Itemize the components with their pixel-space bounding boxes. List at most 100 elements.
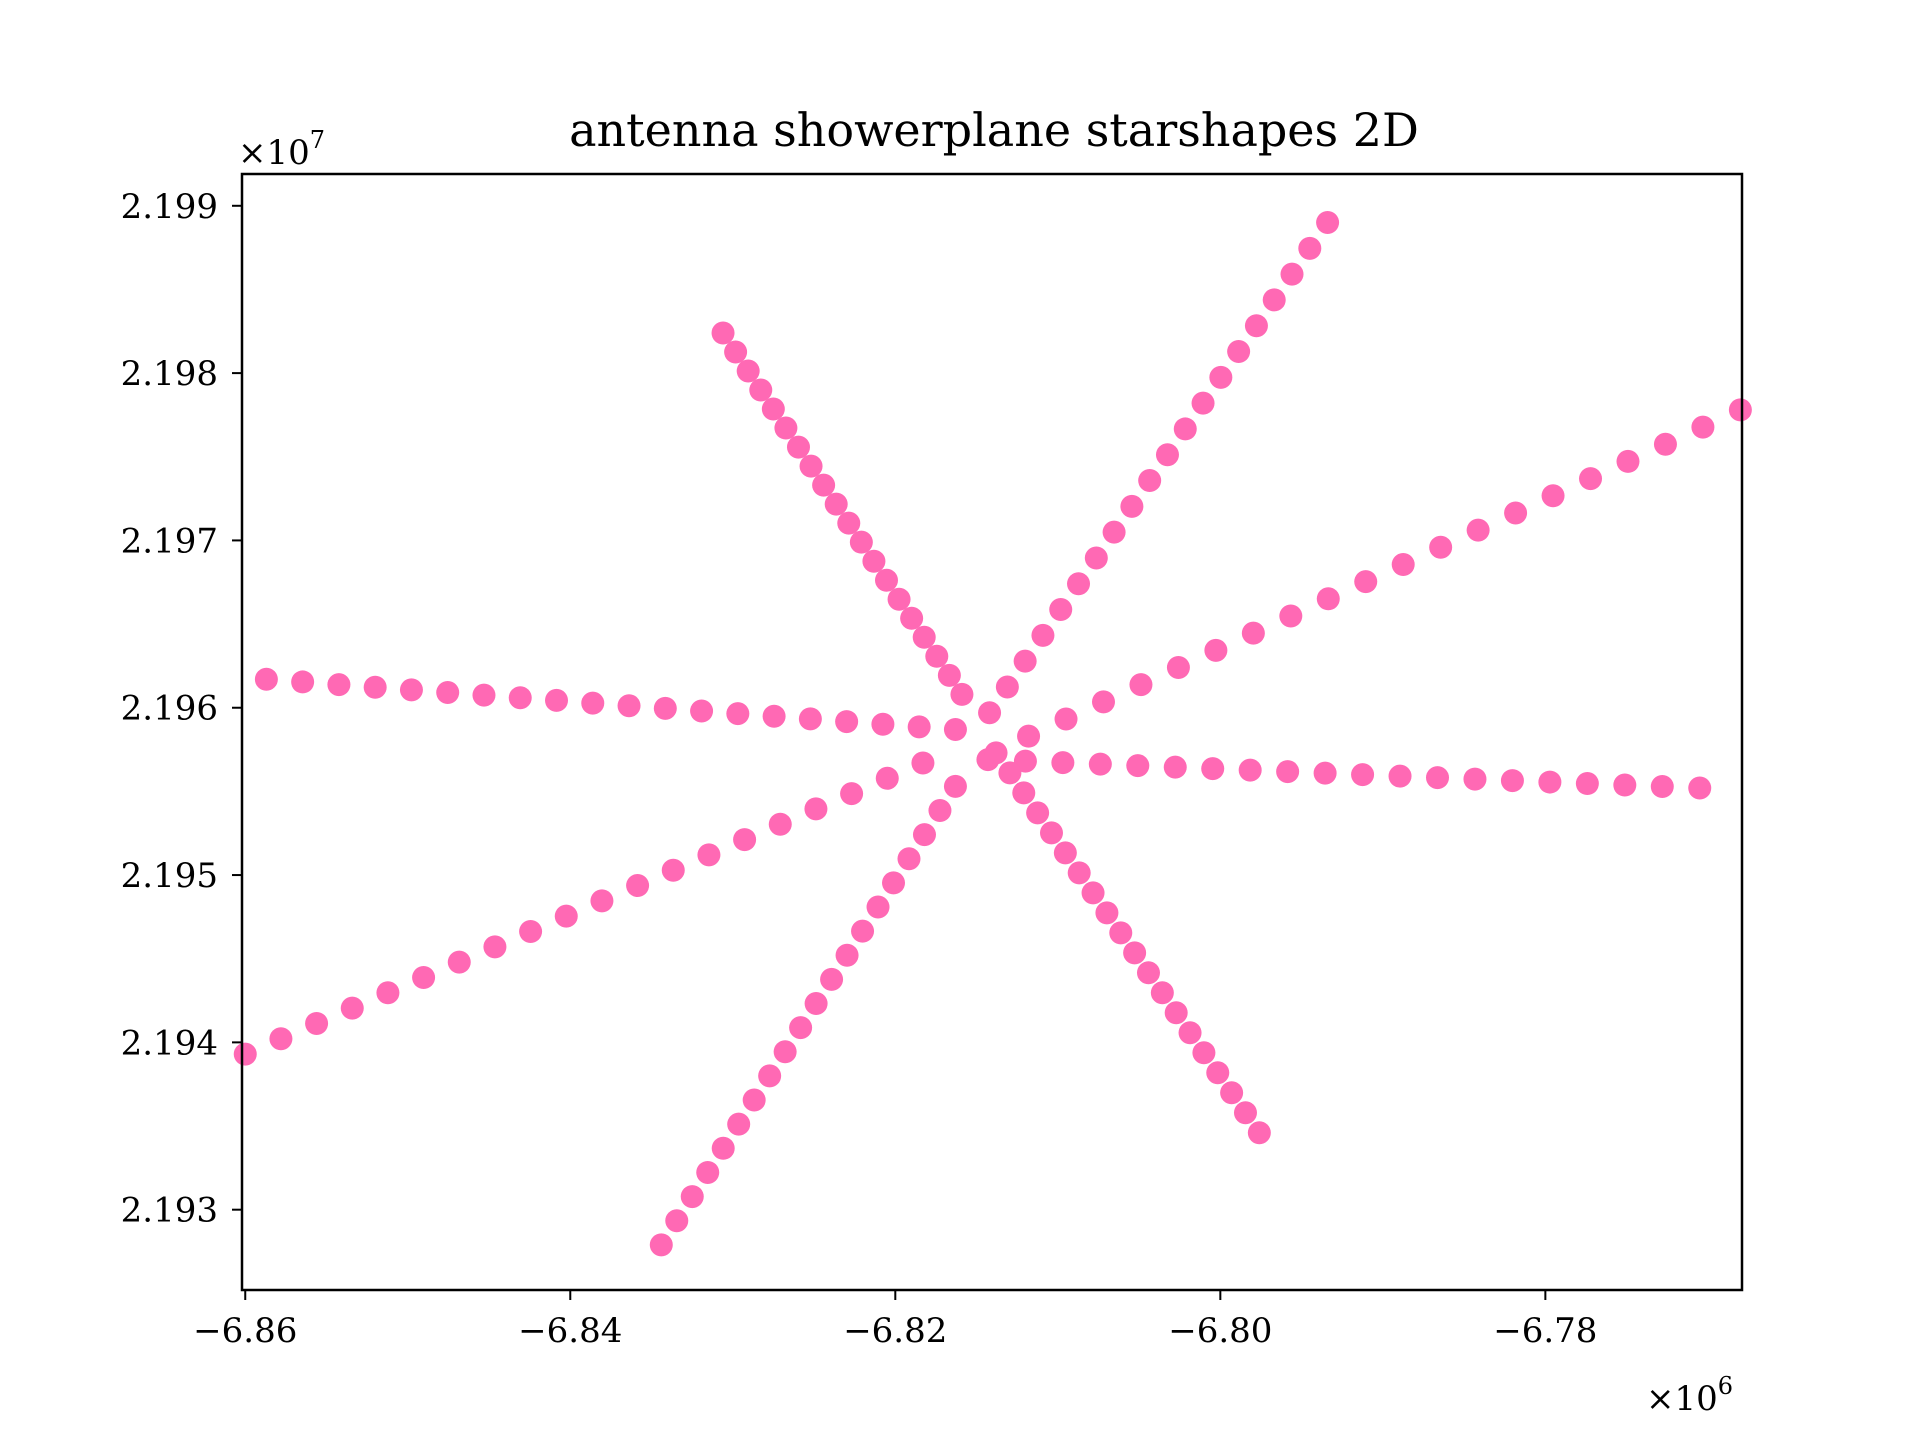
data-point xyxy=(1138,469,1162,493)
data-point xyxy=(269,1027,293,1051)
data-point xyxy=(399,678,423,702)
data-point xyxy=(1316,211,1340,235)
x-tick-label: −6.82 xyxy=(843,1311,947,1351)
data-point xyxy=(472,683,496,707)
data-point xyxy=(1129,673,1153,697)
data-point xyxy=(1575,772,1599,796)
data-point xyxy=(1051,751,1075,775)
data-point xyxy=(820,967,844,991)
x-tick-label: −6.86 xyxy=(193,1311,297,1351)
y-tick-label: 2.199 xyxy=(121,187,218,227)
x-tick-label: −6.78 xyxy=(1493,1311,1597,1351)
data-point xyxy=(866,895,890,919)
data-point xyxy=(519,920,543,944)
data-point xyxy=(1247,1121,1271,1145)
data-point xyxy=(1500,769,1524,793)
data-point xyxy=(1504,501,1528,525)
data-point xyxy=(736,359,760,383)
data-point xyxy=(1538,770,1562,794)
data-point xyxy=(749,378,773,402)
x-tick-label: −6.84 xyxy=(518,1311,622,1351)
data-point xyxy=(1084,546,1108,570)
data-point xyxy=(653,696,677,720)
data-point xyxy=(978,701,1002,725)
data-point xyxy=(1026,801,1050,825)
data-point xyxy=(1276,760,1300,784)
data-point xyxy=(1163,755,1187,779)
data-point xyxy=(761,397,785,421)
data-point xyxy=(835,710,859,734)
data-point xyxy=(1173,417,1197,441)
data-point xyxy=(1688,776,1712,800)
data-point xyxy=(773,1040,797,1064)
data-point xyxy=(984,741,1008,765)
data-point xyxy=(233,1042,257,1066)
x-tick-label: −6.80 xyxy=(1168,1311,1272,1351)
data-point xyxy=(1039,821,1063,845)
data-point xyxy=(943,774,967,798)
data-point xyxy=(1049,598,1073,622)
data-point xyxy=(774,416,798,440)
data-point xyxy=(950,682,974,706)
data-point xyxy=(1653,432,1677,456)
data-point xyxy=(581,691,605,715)
data-point xyxy=(727,1112,751,1136)
data-point xyxy=(626,874,650,898)
data-point xyxy=(340,996,364,1020)
data-point xyxy=(1298,236,1322,260)
data-point xyxy=(851,919,875,943)
data-point xyxy=(874,568,898,592)
data-point xyxy=(789,1016,813,1040)
data-point xyxy=(690,699,714,723)
data-point xyxy=(824,492,848,516)
data-point xyxy=(804,992,828,1016)
data-point xyxy=(1201,757,1225,781)
data-point xyxy=(1233,1101,1257,1125)
data-point xyxy=(1067,572,1091,596)
data-point xyxy=(742,1088,766,1112)
data-point xyxy=(835,943,859,967)
data-point xyxy=(711,1136,735,1160)
data-point xyxy=(1262,288,1286,312)
data-point xyxy=(998,761,1022,785)
data-point xyxy=(762,704,786,728)
data-point xyxy=(1650,775,1674,799)
data-point xyxy=(925,644,949,668)
data-point xyxy=(1120,494,1144,518)
data-point xyxy=(882,871,906,895)
data-point xyxy=(758,1064,782,1088)
data-point xyxy=(799,454,823,478)
data-point xyxy=(545,688,569,712)
x-axis: −6.86 −6.84 −6.82 −6.80 −6.78 xyxy=(193,1290,1597,1351)
data-point xyxy=(1316,587,1340,611)
data-point xyxy=(711,321,735,345)
y-tick-label: 2.195 xyxy=(121,856,218,896)
data-point xyxy=(1150,981,1174,1005)
y-tick-label: 2.193 xyxy=(121,1191,218,1231)
data-point xyxy=(1466,518,1490,542)
data-point xyxy=(1053,841,1077,865)
data-point xyxy=(291,670,315,694)
data-point xyxy=(1012,781,1036,805)
data-point xyxy=(696,1160,720,1184)
data-point xyxy=(483,935,507,959)
data-point xyxy=(508,686,532,710)
data-point xyxy=(1192,1041,1216,1065)
data-point xyxy=(1178,1021,1202,1045)
data-point xyxy=(1541,484,1565,508)
data-point xyxy=(887,587,911,611)
data-point xyxy=(1279,604,1303,628)
y-tick-label: 2.194 xyxy=(121,1023,218,1063)
data-point xyxy=(1426,766,1450,790)
data-point xyxy=(1081,881,1105,905)
data-point xyxy=(733,828,757,852)
data-point xyxy=(1191,391,1215,415)
x-offset-exponent: 6 xyxy=(1718,1372,1733,1400)
y-offset-label: ×107 xyxy=(238,126,325,173)
data-point xyxy=(1091,690,1115,714)
data-point xyxy=(1244,314,1268,338)
data-point xyxy=(1031,623,1055,647)
data-point xyxy=(617,694,641,718)
data-point xyxy=(768,812,792,836)
